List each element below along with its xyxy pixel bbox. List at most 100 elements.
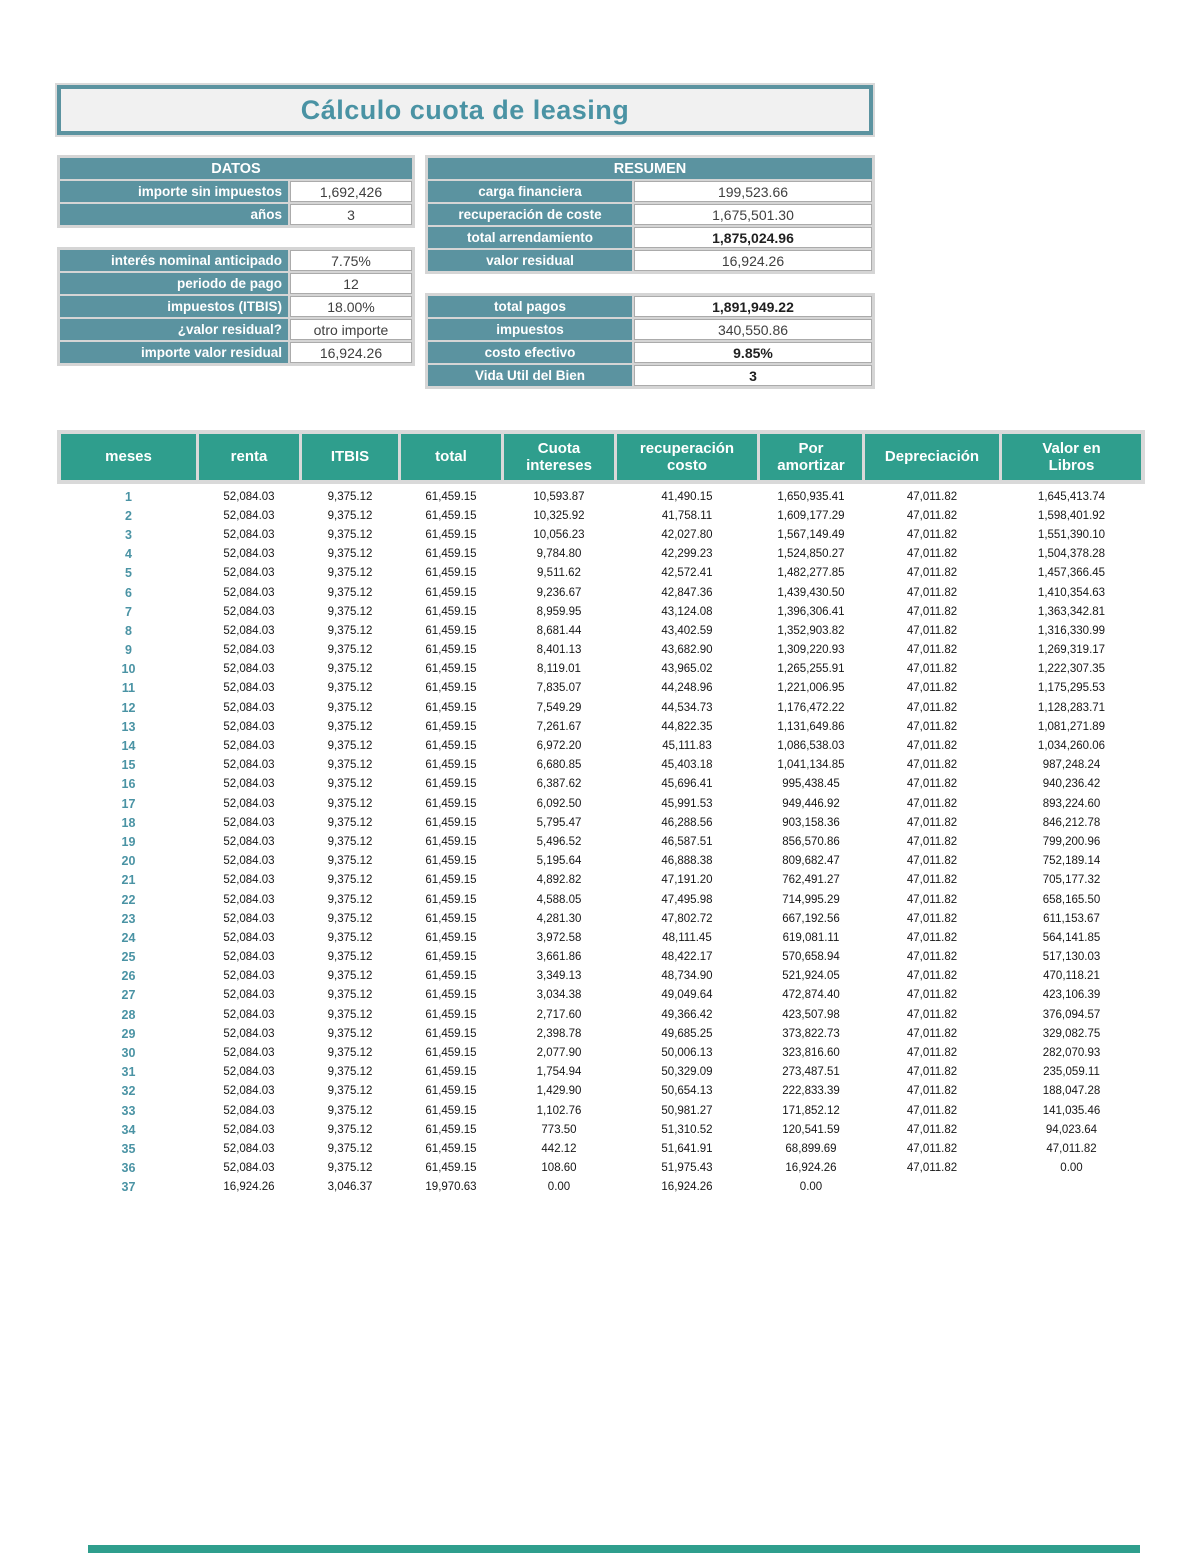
cell: 47,011.82 [906,548,958,561]
cell: 52,084.03 [223,874,275,887]
table-row: 3 52,084.03 9,375.12 61,459.15 10,056.23 42,0… [61,525,1141,544]
resumen-field-row: valor residual 16,924.26 [428,250,872,271]
table-row: 8 52,084.03 9,375.12 61,459.15 8,681.44 43,40… [61,621,1141,640]
datos-panel-1: DATOS importe sin impuestos 1,692,426 años… [57,155,415,228]
cell: 47,011.82 [906,644,958,657]
resumen-field-label: costo efectivo [428,342,632,363]
datos-field-value[interactable]: 12 [290,273,412,294]
table-row: 2 52,084.03 9,375.12 61,459.15 10,325.92 41,7… [61,506,1141,525]
cell: 1,410,354.63 [1037,586,1106,599]
table-row: 33 52,084.03 9,375.12 61,459.15 1,102.76 50,9… [61,1101,1141,1120]
table-row: 30 52,084.03 9,375.12 61,459.15 2,077.90 50,0… [61,1043,1141,1062]
resumen-field-label: total arrendamiento [428,227,632,248]
cell: 619,081.11 [782,931,840,944]
datos-field-value[interactable]: 16,924.26 [290,342,412,363]
cell: 47,011.82 [906,778,958,791]
cell: 47,011.82 [906,797,958,810]
cell: 1,221,006.95 [777,682,845,695]
resumen-field-value: 1,891,949.22 [634,296,872,317]
cell: 52,084.03 [223,682,275,695]
cell: 47,011.82 [906,605,958,618]
cell: 611,153.67 [1043,912,1100,925]
table-row: 15 52,084.03 9,375.12 61,459.15 6,680.85 45,4… [61,756,1141,775]
cell: 43,124.08 [661,605,713,618]
cell: 50,981.27 [661,1104,713,1117]
cell-mes: 29 [121,1026,136,1041]
cell: 1,081,271.89 [1037,720,1106,733]
cell: 16,924.26 [785,1162,837,1175]
cell: 9,375.12 [327,1123,373,1136]
datos-field-value[interactable]: 7.75% [290,250,412,271]
next-page-header-strip [88,1545,1140,1553]
cell: 52,084.03 [223,1104,275,1117]
cell: 61,459.15 [425,931,477,944]
datos-header: DATOS [60,158,412,179]
cell: 52,084.03 [223,855,275,868]
cell: 61,459.15 [425,912,477,925]
cell: 61,459.15 [425,605,477,618]
cell: 846,212.78 [1042,816,1101,829]
cell-mes: 19 [121,834,136,849]
cell: 52,084.03 [223,989,275,1002]
cell: 1,439,430.50 [777,586,845,599]
cell-mes: 21 [121,873,136,888]
table-row: 22 52,084.03 9,375.12 61,459.15 4,588.05 47,4… [61,890,1141,909]
datos-panel-2: interés nominal anticipado 7.75% periodo d… [57,247,415,366]
cell: 282,070.93 [1042,1047,1101,1060]
cell-mes: 30 [121,1046,136,1061]
datos-field-value[interactable]: 18.00% [290,296,412,317]
datos-field-value[interactable]: 1,692,426 [290,181,412,202]
datos-field-label: interés nominal anticipado [60,250,288,271]
table-row: 21 52,084.03 9,375.12 61,459.15 4,892.82 47,1… [61,871,1141,890]
datos-field-value[interactable]: 3 [290,204,412,225]
cell: 714,995.29 [782,893,840,906]
cell: 45,111.83 [662,740,712,753]
resumen-field-row: recuperación de coste 1,675,501.30 [428,204,872,225]
table-row: 31 52,084.03 9,375.12 61,459.15 1,754.94 50,3… [61,1063,1141,1082]
cell: 19,970.63 [425,1181,477,1194]
cell: 6,387.62 [536,778,582,791]
cell: 47,011.82 [906,931,958,944]
cell: 61,459.15 [425,1162,477,1175]
table-row: 18 52,084.03 9,375.12 61,459.15 5,795.47 46,2… [61,813,1141,832]
cell: 1,102.76 [536,1104,582,1117]
cell: 423,507.98 [782,1008,840,1021]
cell: 52,084.03 [223,663,275,676]
cell: 752,189.14 [1042,855,1101,868]
cell: 47,011.82 [906,1066,958,1079]
cell: 44,534.73 [661,701,713,714]
resumen-field-label: impuestos [428,319,632,340]
cell: 9,375.12 [327,740,373,753]
cell: 1,504,378.28 [1037,548,1106,561]
cell: 61,459.15 [425,548,477,561]
cell: 1,551,390.10 [1037,528,1106,541]
cell: 517,130.03 [1042,951,1101,964]
cell: 7,261.67 [536,720,582,733]
cell: 9,236.67 [536,586,582,599]
cell: 9,375.12 [327,567,373,580]
cell: 51,641.91 [661,1142,713,1155]
column-header: ITBIS [302,434,398,480]
cell: 43,402.59 [661,624,713,637]
cell: 47,011.82 [906,509,958,522]
cell: 8,119.01 [537,663,581,676]
cell: 61,459.15 [425,989,477,1002]
cell: 52,084.03 [223,605,275,618]
cell: 61,459.15 [425,1142,477,1155]
cell: 44,822.35 [661,720,713,733]
cell-mes: 7 [125,604,132,619]
datos-field-value[interactable]: otro importe [290,319,412,340]
cell-mes: 27 [121,988,136,1003]
cell: 9,375.12 [327,1162,373,1175]
cell: 9,375.12 [327,893,373,906]
cell: 1,175,295.53 [1037,682,1106,695]
cell: 61,459.15 [425,1123,477,1136]
cell: 61,459.15 [425,778,477,791]
table-row: 7 52,084.03 9,375.12 61,459.15 8,959.95 43,12… [61,602,1141,621]
cell: 9,375.12 [327,644,373,657]
cell: 1,396,306.41 [777,605,845,618]
table-row: 26 52,084.03 9,375.12 61,459.15 3,349.13 48,7… [61,967,1141,986]
cell: 47,011.82 [906,740,958,753]
cell: 48,734.90 [661,970,713,983]
column-header: Cuota intereses [504,434,614,480]
